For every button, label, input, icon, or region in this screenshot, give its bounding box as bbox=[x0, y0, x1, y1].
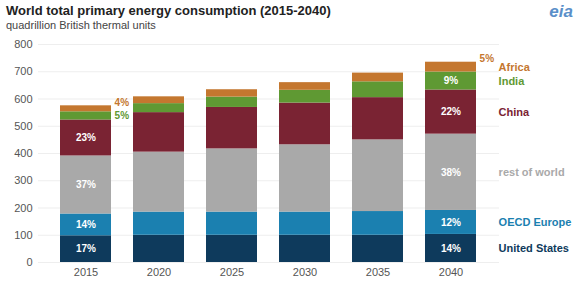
svg-text:14%: 14% bbox=[441, 243, 461, 254]
svg-text:500: 500 bbox=[14, 120, 32, 132]
svg-text:2035: 2035 bbox=[366, 266, 390, 278]
svg-text:Africa: Africa bbox=[499, 61, 531, 73]
svg-text:17%: 17% bbox=[76, 243, 96, 254]
svg-text:2030: 2030 bbox=[293, 266, 317, 278]
svg-text:100: 100 bbox=[14, 229, 32, 241]
html-text:quadrillion British thermal un: quadrillion British thermal units bbox=[6, 19, 156, 31]
svg-text:2015: 2015 bbox=[74, 266, 98, 278]
svg-text:700: 700 bbox=[14, 65, 32, 77]
svg-text:23%: 23% bbox=[76, 132, 96, 143]
svg-text:rest of world: rest of world bbox=[499, 166, 565, 178]
svg-text:5%: 5% bbox=[480, 53, 495, 64]
svg-text:2020: 2020 bbox=[147, 266, 171, 278]
svg-text:OECD Europe: OECD Europe bbox=[499, 216, 572, 228]
svg-text:9%: 9% bbox=[444, 75, 459, 86]
svg-text:400: 400 bbox=[14, 147, 32, 159]
svg-text:300: 300 bbox=[14, 174, 32, 186]
svg-text:2040: 2040 bbox=[439, 266, 463, 278]
svg-text:600: 600 bbox=[14, 93, 32, 105]
svg-text:38%: 38% bbox=[441, 167, 461, 178]
svg-text:200: 200 bbox=[14, 202, 32, 214]
svg-text:37%: 37% bbox=[76, 179, 96, 190]
svg-text:4%: 4% bbox=[115, 97, 130, 108]
svg-text:12%: 12% bbox=[441, 217, 461, 228]
svg-text:China: China bbox=[499, 106, 530, 118]
html-text:eia: eia bbox=[549, 2, 573, 21]
svg-text:22%: 22% bbox=[441, 106, 461, 117]
svg-text:800: 800 bbox=[14, 38, 32, 50]
svg-text:14%: 14% bbox=[76, 219, 96, 230]
svg-text:0: 0 bbox=[26, 256, 32, 268]
svg-text:United States: United States bbox=[499, 242, 569, 254]
svg-text:5%: 5% bbox=[115, 110, 130, 121]
svg-text:2025: 2025 bbox=[220, 266, 244, 278]
svg-text:India: India bbox=[499, 75, 526, 87]
html-text:World total primary energy con: World total primary energy consumption (… bbox=[6, 3, 331, 18]
